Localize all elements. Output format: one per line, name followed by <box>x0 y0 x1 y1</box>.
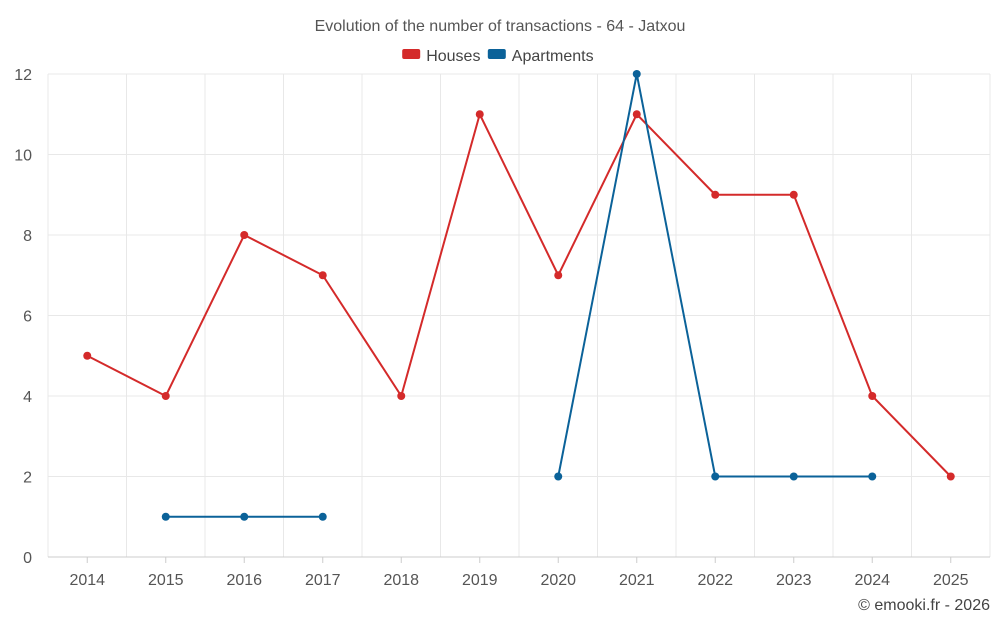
x-tick-label: 2023 <box>776 572 812 589</box>
legend-item-houses: Houses <box>402 48 480 65</box>
x-tick-label: 2015 <box>148 572 184 589</box>
data-point <box>161 392 170 400</box>
data-point <box>789 472 798 481</box>
series-line <box>86 113 952 478</box>
x-tick-label: 2025 <box>933 572 969 589</box>
y-tick-label: 4 <box>23 389 32 406</box>
data-point <box>397 392 406 400</box>
chart-title: Evolution of the number of transactions … <box>315 18 686 35</box>
data-point <box>554 271 563 280</box>
series-apartments <box>161 70 877 521</box>
legend-swatch <box>402 49 421 59</box>
x-tick-label: 2019 <box>462 572 498 589</box>
data-point <box>711 190 720 199</box>
x-tick-label: 2020 <box>540 572 576 589</box>
data-point <box>868 392 877 400</box>
data-point <box>161 512 170 521</box>
y-tick-label: 12 <box>14 67 32 84</box>
legend-item-apartments: Apartments <box>487 48 594 65</box>
data-point <box>632 110 641 119</box>
data-point <box>240 231 249 239</box>
data-point <box>83 351 92 360</box>
y-tick-label: 6 <box>23 309 32 326</box>
data-point <box>946 472 955 481</box>
series-layer <box>83 70 955 521</box>
legend-swatch <box>487 49 506 59</box>
x-tick-label: 2014 <box>69 572 105 589</box>
legend-label: Houses <box>426 48 480 65</box>
data-point <box>240 512 249 521</box>
x-tick-label: 2018 <box>383 572 419 589</box>
y-tick-label: 2 <box>23 470 32 487</box>
credit-text: © emooki.fr - 2026 <box>858 597 990 614</box>
data-point <box>318 512 327 521</box>
data-point <box>554 472 563 481</box>
x-tick-label: 2016 <box>226 572 262 589</box>
data-point <box>868 472 877 481</box>
y-tick-label: 8 <box>23 228 32 245</box>
data-point <box>632 70 641 78</box>
x-tick-label: 2017 <box>305 572 341 589</box>
data-point <box>318 271 327 280</box>
grid <box>47 73 991 558</box>
data-point <box>711 472 720 481</box>
series-houses <box>83 110 955 481</box>
data-point <box>789 190 798 199</box>
y-tick-label: 0 <box>23 550 32 567</box>
y-tick-label: 10 <box>14 148 32 165</box>
x-tick-label: 2024 <box>854 572 890 589</box>
data-point <box>475 110 484 119</box>
x-tick-label: 2021 <box>619 572 655 589</box>
x-tick-label: 2022 <box>697 572 733 589</box>
legend: Houses Apartments <box>402 48 594 65</box>
axes: 0 2 4 6 8 10 12 2014 2015 2016 2017 2018 2019 2020 202… <box>14 67 990 589</box>
legend-label: Apartments <box>512 48 594 65</box>
